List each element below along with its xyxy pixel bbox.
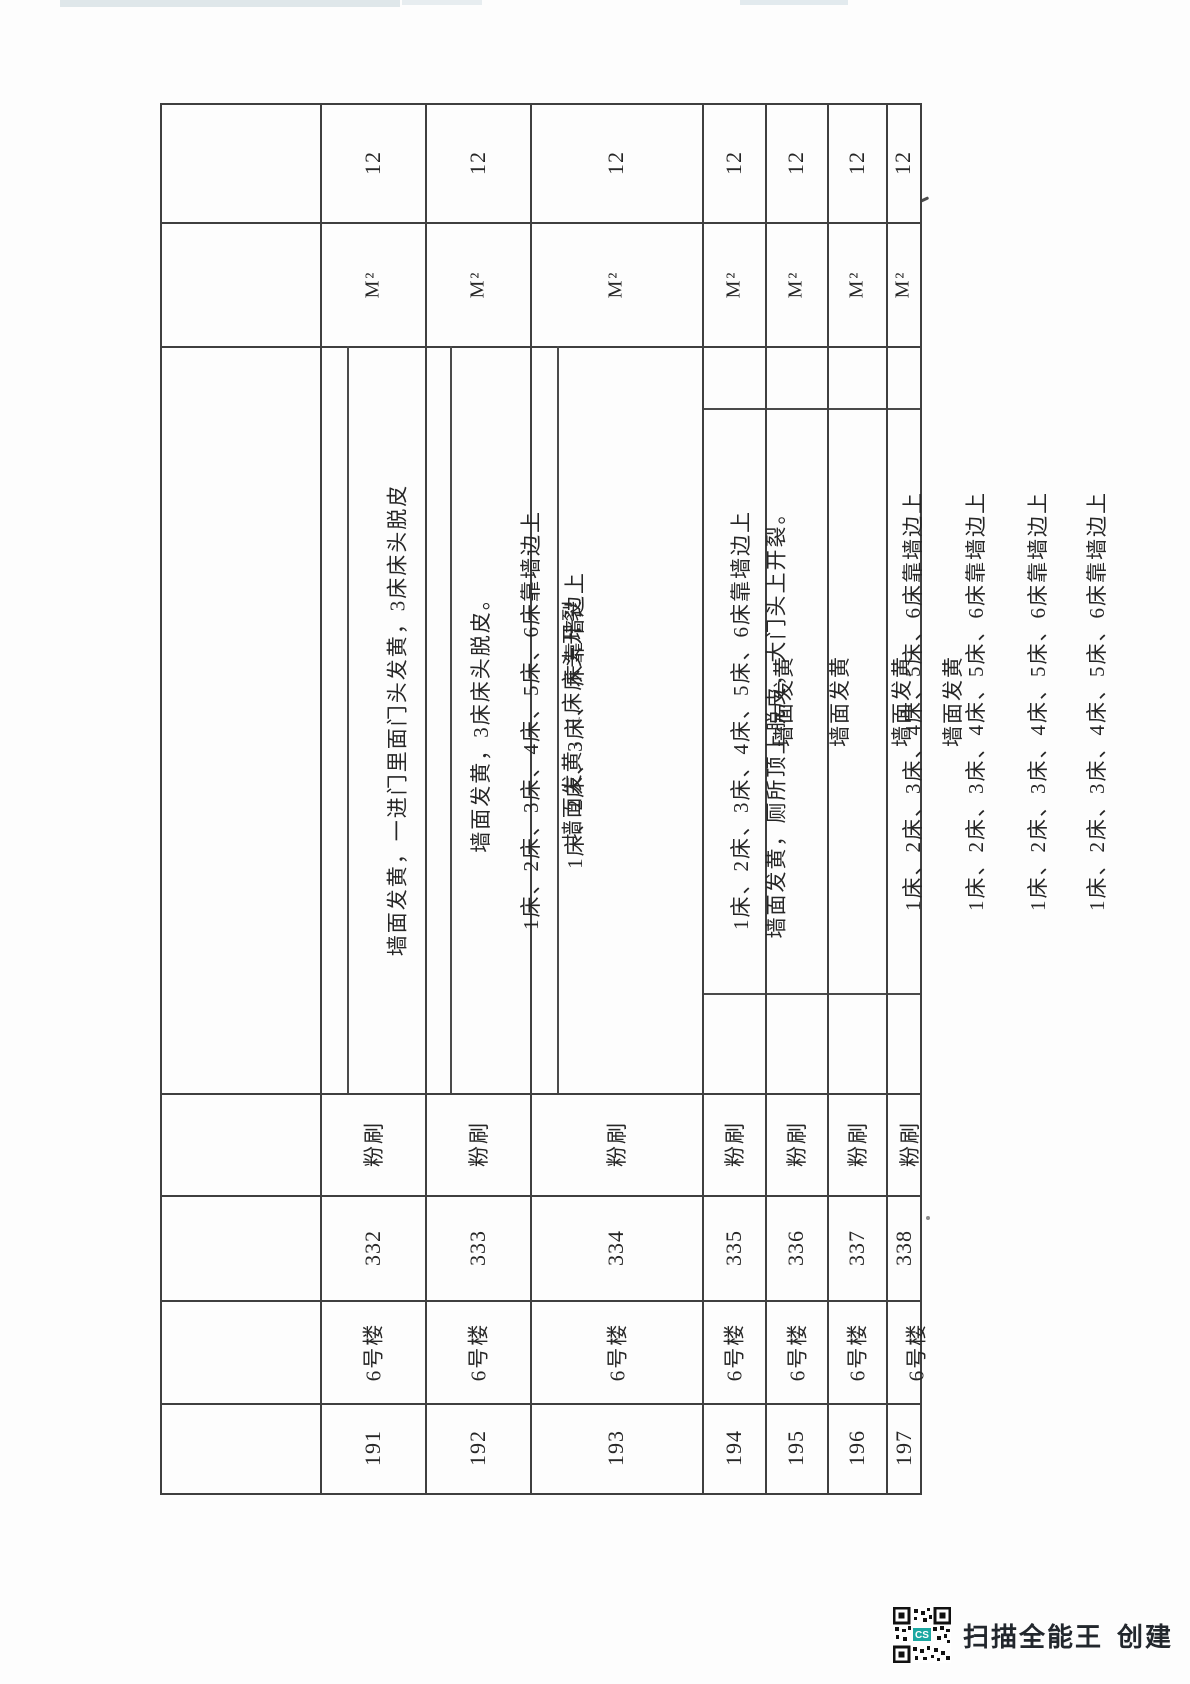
seq-cell: 191 (359, 1430, 385, 1466)
work-cell: 粉刷 (361, 1121, 386, 1167)
desc-line: 1床、2床、3床、4床、5床、6床靠墙边上 (1085, 490, 1109, 911)
building-cell: 6号楼 (785, 1322, 809, 1381)
grid-line (160, 103, 162, 1495)
grid-line (827, 103, 829, 1495)
building-cell: 6号楼 (605, 1322, 629, 1381)
scan-artifact-strip (740, 0, 848, 5)
unit-cell: M² (604, 270, 627, 298)
grid-line (160, 1493, 922, 1495)
room-cell: 338 (891, 1229, 916, 1266)
qty-cell: 12 (464, 150, 490, 175)
building-cell: 6号楼 (904, 1322, 929, 1381)
seq-cell: 194 (720, 1430, 746, 1466)
work-cell: 粉刷 (785, 1121, 809, 1167)
unit-cell: M² (784, 270, 807, 298)
scan-artifact-strip (402, 0, 482, 5)
desc-line: 墙面发黄 (828, 654, 852, 747)
unit-cell: M² (722, 270, 744, 298)
watermark-action: 创建 (1117, 1621, 1174, 1652)
desc-line: 墙面发黄，厕所顶上脱皮，大门头上开裂。 (764, 501, 789, 938)
qty-cell: 12 (890, 150, 915, 175)
grid-line (886, 103, 888, 1495)
grid-line (160, 346, 922, 348)
unit-cell: M² (891, 270, 914, 298)
grid-line (530, 103, 532, 1495)
building-cell: 6号楼 (845, 1322, 870, 1381)
grid-line (160, 1403, 922, 1405)
grid-line (320, 103, 322, 1495)
watermark-app-name: 扫描全能王 (963, 1621, 1104, 1652)
desc-line: 1床、2床、3床、4床、5床、6床靠墙边上 (964, 490, 988, 911)
work-cell: 粉刷 (845, 1121, 870, 1167)
grid-line (557, 346, 559, 1093)
grid-line (160, 1300, 922, 1302)
work-cell: 粉刷 (898, 1121, 922, 1167)
qty-cell: 12 (843, 150, 869, 175)
building-cell: 6号楼 (361, 1322, 386, 1381)
camscanner-watermark: CS 扫描全能王 创建 (893, 1607, 1173, 1663)
desc-line: 1床、2床、3床、4床、5床、6床靠墙边上 (519, 509, 543, 930)
grid-line (702, 408, 922, 410)
grid-line (765, 103, 767, 1495)
room-cell: 335 (720, 1229, 746, 1266)
unit-cell: M² (845, 270, 867, 298)
watermark-text: 扫描全能王 创建 (963, 1617, 1173, 1654)
desc-line: 1床、2床、3床、4床、5床、6床靠墙边上 (901, 490, 925, 911)
qty-cell: 12 (720, 150, 746, 175)
grid-line (347, 346, 349, 1093)
room-cell: 334 (603, 1229, 628, 1266)
room-cell: 332 (359, 1229, 385, 1266)
desc-line: 墙面发黄，3床床头脱皮。 (468, 586, 493, 853)
seq-cell: 197 (891, 1430, 916, 1466)
desc-line: 墙面发黄 (941, 654, 965, 747)
qr-code-icon: CS (893, 1607, 951, 1663)
scan-artifact-strip (60, 0, 400, 7)
desc-line: 1床、2床、3床、4床、5床、6床靠墙边上 (729, 509, 753, 930)
unit-cell: M² (466, 270, 488, 298)
grid-line (920, 103, 922, 1495)
qty-cell: 12 (603, 150, 628, 175)
grid-line (702, 993, 922, 995)
seq-cell: 195 (783, 1430, 808, 1466)
grid-line (450, 346, 452, 1093)
desc-carryover: 墙面发黄，一进门里面门头发黄，3床床头脱皮 (385, 483, 410, 956)
desc-line: 1床、2床、3床、4床、5床、6床靠墙边上 (1026, 490, 1050, 911)
unit-cell: M² (361, 270, 383, 298)
grid-line (160, 1195, 922, 1197)
qty-cell: 12 (359, 150, 385, 175)
building-cell: 6号楼 (466, 1322, 491, 1381)
desc-line: 墙面发黄 (772, 654, 796, 747)
grid-line (160, 222, 922, 224)
room-cell: 337 (843, 1229, 869, 1266)
desc-line: 墙面发黄，1床床头开裂 (560, 598, 585, 841)
work-cell: 粉刷 (605, 1121, 629, 1167)
seq-cell: 192 (464, 1430, 490, 1466)
work-cell: 粉刷 (466, 1121, 491, 1167)
room-cell: 333 (464, 1229, 490, 1266)
grid-line (160, 1093, 922, 1095)
work-cell: 粉刷 (722, 1121, 747, 1167)
desc-line: 1床、2床、3床、 床靠墙边上 (562, 570, 587, 869)
seq-cell: 193 (603, 1430, 628, 1466)
seq-cell: 196 (843, 1430, 869, 1466)
desc-line: 墙面发黄 (890, 654, 914, 747)
qty-cell: 12 (783, 150, 808, 175)
qr-logo-text: CS (915, 1630, 929, 1641)
scan-speck (926, 1216, 930, 1220)
grid-line (160, 103, 922, 105)
grid-line (702, 103, 704, 1495)
room-cell: 336 (783, 1229, 808, 1266)
building-cell: 6号楼 (722, 1322, 747, 1381)
grid-line (425, 103, 427, 1495)
